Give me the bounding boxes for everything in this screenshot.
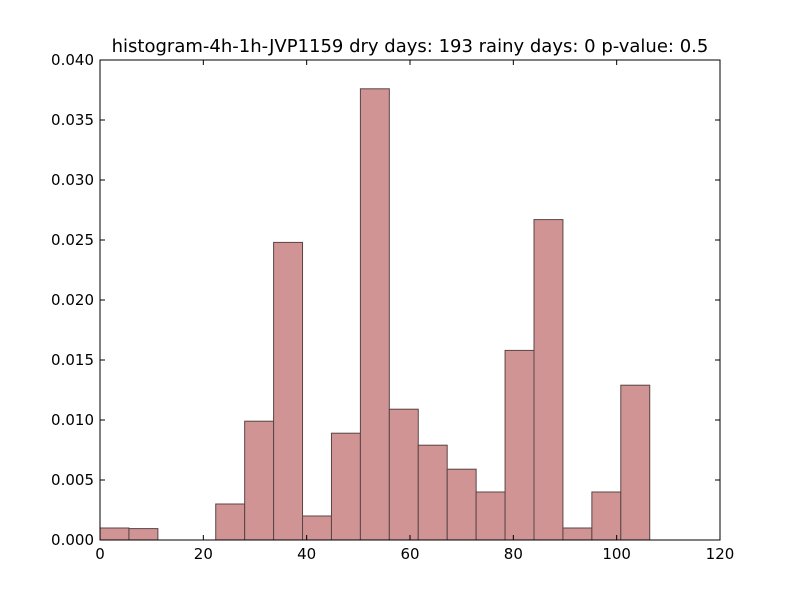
y-tick-label-6: 0.030: [51, 171, 94, 189]
x-tick-label-2: 40: [297, 545, 316, 563]
histogram-bar-14: [504, 349, 535, 541]
x-tick-label-5: 100: [602, 545, 631, 563]
y-tick-label-1: 0.005: [51, 471, 94, 489]
y-tick-label-5: 0.025: [51, 231, 94, 249]
histogram-bar-11: [417, 444, 448, 541]
y-tick-label-4: 0.020: [51, 291, 94, 309]
histogram-bar-5: [244, 420, 275, 541]
plot-frame: [99, 59, 721, 541]
histogram-bar-15: [533, 219, 564, 541]
y-tick-label-2: 0.010: [51, 411, 94, 429]
histogram-bar-8: [330, 432, 361, 541]
histogram-bar-1: [128, 528, 159, 541]
x-tick-label-4: 80: [504, 545, 523, 563]
histogram-bar-18: [620, 384, 651, 541]
x-tick-label-3: 60: [400, 545, 419, 563]
y-tick-label-0: 0.000: [51, 531, 94, 549]
y-tick-label-8: 0.040: [51, 51, 94, 69]
y-tick-label-3: 0.015: [51, 351, 94, 369]
chart-title: histogram-4h-1h-JVP1159 dry days: 193 ra…: [112, 36, 709, 57]
histogram-bar-0: [99, 527, 130, 541]
histogram-bar-12: [446, 468, 477, 541]
histogram-bar-9: [359, 88, 390, 541]
x-tick-label-0: 0: [95, 545, 105, 563]
histogram-bar-4: [215, 503, 246, 541]
histogram-bar-13: [475, 491, 506, 541]
ticks-group: 0 20 40 60 80 100 120 0.000 0.005 0.010 0.015 0.020…: [51, 51, 734, 563]
y-tick-label-7: 0.035: [51, 111, 94, 129]
histogram-bar-10: [388, 408, 419, 541]
x-tick-label-1: 20: [194, 545, 213, 563]
histogram-bar-6: [273, 241, 304, 541]
histogram-bar-16: [562, 527, 593, 541]
x-tick-label-6: 120: [706, 545, 735, 563]
bars-group: [99, 88, 651, 541]
histogram-bar-17: [591, 491, 622, 541]
